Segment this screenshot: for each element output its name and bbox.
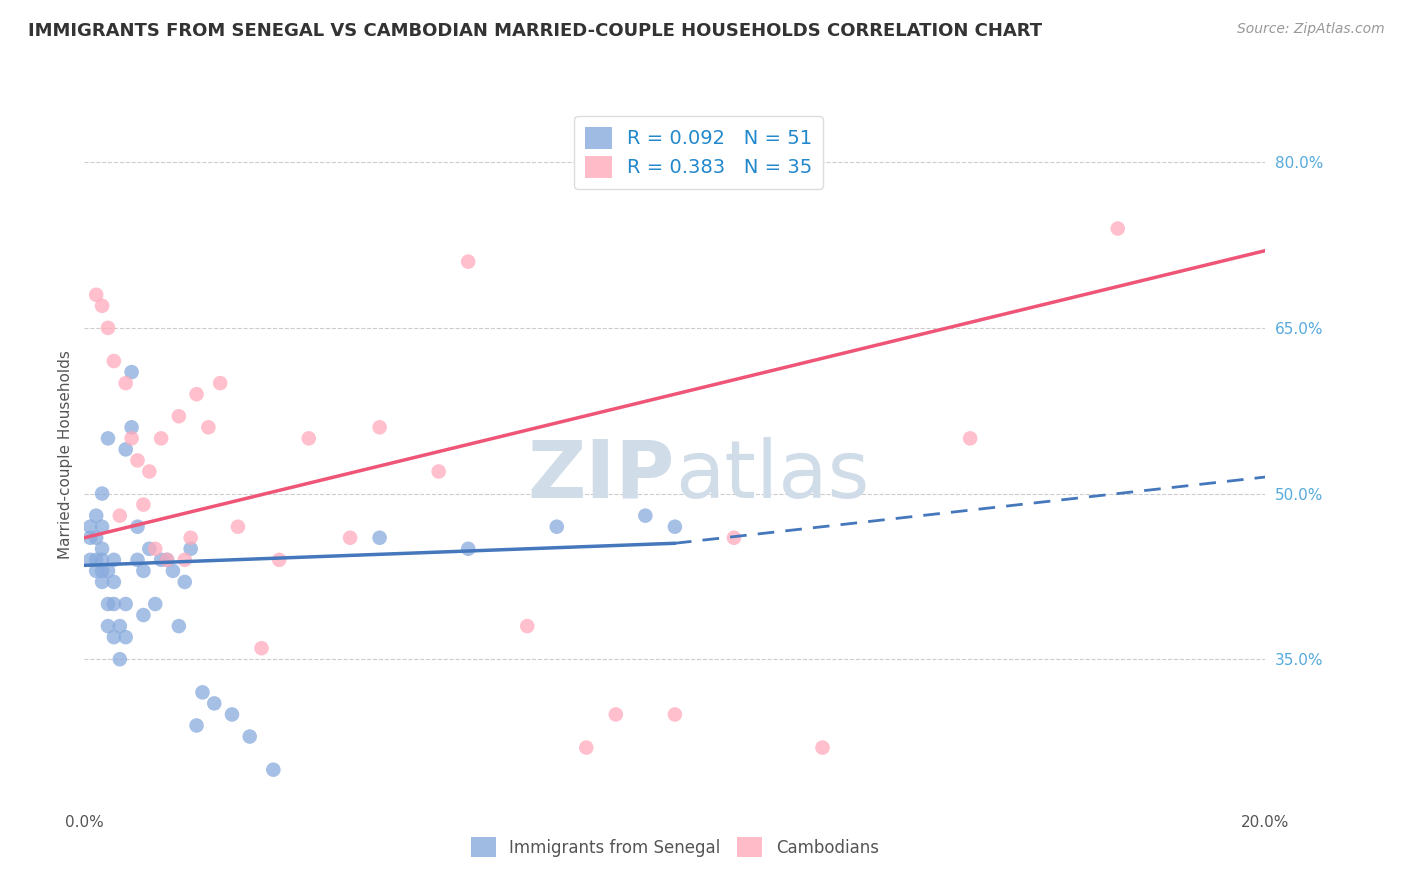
Point	[226, 519, 249, 533]
Point	[634, 508, 657, 523]
Point	[108, 508, 131, 523]
Point	[664, 519, 686, 533]
Text: IMMIGRANTS FROM SENEGAL VS CAMBODIAN MARRIED-COUPLE HOUSEHOLDS CORRELATION CHART: IMMIGRANTS FROM SENEGAL VS CAMBODIAN MAR…	[28, 22, 1042, 40]
Point	[91, 574, 114, 589]
Point	[114, 597, 136, 611]
Point	[262, 763, 284, 777]
Legend: Immigrants from Senegal, Cambodians: Immigrants from Senegal, Cambodians	[464, 830, 886, 864]
Point	[209, 376, 232, 391]
Point	[97, 619, 120, 633]
Point	[91, 553, 114, 567]
Point	[368, 420, 391, 434]
Point	[103, 597, 125, 611]
Point	[1107, 221, 1129, 235]
Point	[84, 287, 107, 301]
Point	[173, 553, 195, 567]
Point	[79, 553, 101, 567]
Point	[91, 299, 114, 313]
Point	[108, 619, 131, 633]
Point	[221, 707, 243, 722]
Point	[97, 597, 120, 611]
Point	[664, 707, 686, 722]
Text: atlas: atlas	[675, 437, 869, 515]
Point	[156, 553, 179, 567]
Point	[811, 740, 834, 755]
Point	[167, 409, 190, 424]
Point	[427, 465, 450, 479]
Point	[150, 553, 173, 567]
Point	[723, 531, 745, 545]
Point	[180, 541, 202, 556]
Point	[516, 619, 538, 633]
Point	[269, 553, 291, 567]
Point	[167, 619, 190, 633]
Point	[97, 321, 120, 335]
Point	[575, 740, 598, 755]
Point	[457, 541, 479, 556]
Point	[103, 553, 125, 567]
Point	[103, 354, 125, 368]
Text: ZIP: ZIP	[527, 437, 675, 515]
Point	[114, 442, 136, 457]
Point	[339, 531, 361, 545]
Point	[143, 597, 166, 611]
Point	[97, 431, 120, 445]
Point	[79, 519, 101, 533]
Point	[127, 553, 149, 567]
Point	[186, 387, 208, 401]
Text: Source: ZipAtlas.com: Source: ZipAtlas.com	[1237, 22, 1385, 37]
Point	[197, 420, 219, 434]
Point	[959, 431, 981, 445]
Point	[605, 707, 627, 722]
Point	[84, 508, 107, 523]
Point	[138, 541, 160, 556]
Point	[91, 486, 114, 500]
Point	[121, 431, 143, 445]
Point	[79, 531, 101, 545]
Point	[173, 574, 195, 589]
Point	[114, 376, 136, 391]
Point	[138, 465, 160, 479]
Point	[250, 641, 273, 656]
Point	[186, 718, 208, 732]
Point	[239, 730, 262, 744]
Point	[84, 564, 107, 578]
Point	[368, 531, 391, 545]
Point	[103, 574, 125, 589]
Y-axis label: Married-couple Households: Married-couple Households	[58, 351, 73, 559]
Point	[156, 553, 179, 567]
Point	[191, 685, 214, 699]
Point	[121, 365, 143, 379]
Point	[132, 564, 155, 578]
Point	[546, 519, 568, 533]
Point	[91, 519, 114, 533]
Point	[132, 498, 155, 512]
Point	[143, 541, 166, 556]
Point	[91, 541, 114, 556]
Point	[298, 431, 321, 445]
Point	[457, 254, 479, 268]
Point	[84, 553, 107, 567]
Point	[121, 420, 143, 434]
Point	[180, 531, 202, 545]
Point	[202, 697, 225, 711]
Point	[108, 652, 131, 666]
Point	[84, 531, 107, 545]
Point	[162, 564, 184, 578]
Point	[150, 431, 173, 445]
Point	[114, 630, 136, 644]
Point	[91, 564, 114, 578]
Point	[127, 453, 149, 467]
Point	[127, 519, 149, 533]
Point	[103, 630, 125, 644]
Point	[132, 608, 155, 623]
Point	[97, 564, 120, 578]
